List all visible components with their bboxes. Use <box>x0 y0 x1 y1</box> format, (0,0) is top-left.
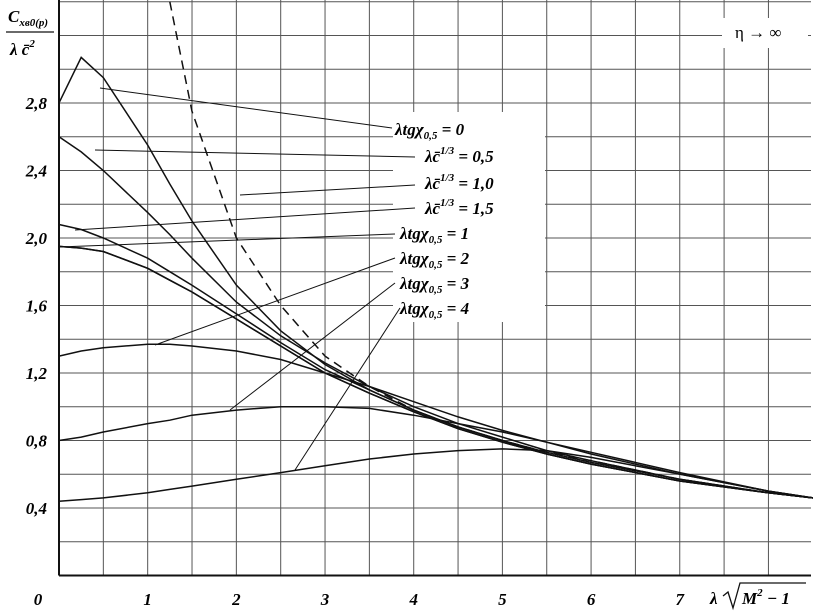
leader-line <box>99 87 393 129</box>
annotation-bg <box>722 18 808 48</box>
label-part: 1/3 <box>440 197 455 209</box>
leader-line <box>154 257 396 346</box>
legend-label: λc̄1/3 = 1,5 <box>424 197 494 218</box>
x-tick-label: 3 <box>320 590 330 609</box>
labels-bg <box>393 112 545 322</box>
label-part: λc̄ <box>424 199 441 218</box>
radical <box>722 582 806 611</box>
curve <box>58 343 813 499</box>
y-label: λ c̄2 <box>9 38 35 59</box>
label-part: λtgχ <box>394 120 425 139</box>
label-part: 1/3 <box>440 145 455 157</box>
y-tick-label: 2,4 <box>25 161 47 180</box>
label-part: xв0(p) <box>18 17 48 29</box>
x-tick-label: 7 <box>676 590 686 609</box>
x-label: λ <box>709 589 718 608</box>
label-part: λc̄ <box>424 174 441 193</box>
label-part: 2 <box>28 38 35 50</box>
y-tick-label: 0,4 <box>26 499 47 518</box>
legend-label: λtgχ0,5 = 2 <box>399 249 470 271</box>
curve <box>169 1 813 499</box>
label-part: 0,5 <box>429 309 443 321</box>
x-tick-label: 6 <box>587 590 596 609</box>
curve <box>58 245 813 499</box>
label-part: = 1,5 <box>454 199 494 218</box>
x-tick-label: 1 <box>143 590 152 609</box>
legend-label: λc̄1/3 = 0,5 <box>424 145 494 166</box>
label-part: = 0 <box>437 120 464 139</box>
label-part: = 4 <box>442 299 469 318</box>
y-tick-label: 2,8 <box>25 94 48 113</box>
x-tick-label: 2 <box>231 590 241 609</box>
label-part: = 3 <box>442 274 469 293</box>
leader-line <box>294 307 401 471</box>
leader-line <box>74 207 416 231</box>
y-tick-label: 0,8 <box>26 431 48 450</box>
label-part: λ c̄ <box>9 40 30 59</box>
y-tick-label: 2,0 <box>25 229 48 248</box>
annotation: η → ∞ <box>735 23 782 42</box>
label-part: λ <box>709 589 718 608</box>
label-part: = 1 <box>442 224 469 243</box>
legend-label: λc̄1/3 = 1,0 <box>424 172 494 193</box>
x-label: M2 − 1 <box>741 587 790 608</box>
label-part: 0,5 <box>429 284 443 296</box>
label-part: λtgχ <box>399 299 430 318</box>
legend-label: λtgχ0,5 = 0 <box>394 120 465 142</box>
label-bg <box>704 578 811 614</box>
legend-label: λtgχ0,5 = 4 <box>399 299 469 321</box>
curve <box>58 405 813 499</box>
y-label: Cxв0(p) <box>8 7 48 29</box>
label-part: 2 <box>756 587 763 599</box>
y-tick-label: 1,2 <box>26 364 48 383</box>
x-tick-label: 0 <box>34 590 43 609</box>
label-part: λtgχ <box>399 224 430 243</box>
label-part: = 0,5 <box>454 147 494 166</box>
label-part: − 1 <box>763 589 790 608</box>
leader-line <box>58 233 396 248</box>
label-part: C <box>8 7 20 26</box>
label-part: = 1,0 <box>454 174 494 193</box>
x-tick-label: 4 <box>408 590 418 609</box>
leader-line <box>239 184 416 196</box>
label-part: 0,5 <box>429 259 443 271</box>
legend-label: λtgχ0,5 = 1 <box>399 224 469 246</box>
label-part: λtgχ <box>399 274 430 293</box>
label-part: = 2 <box>442 249 469 268</box>
x-tick-label: 5 <box>498 590 507 609</box>
leader-line <box>229 282 396 411</box>
label-part: λtgχ <box>399 249 430 268</box>
leader-line <box>94 149 416 158</box>
legend-label: λtgχ0,5 = 3 <box>399 274 470 296</box>
label-part: 1/3 <box>440 172 455 184</box>
y-tick-label: 1,6 <box>26 296 48 315</box>
label-part: M <box>741 589 758 608</box>
curve <box>58 448 813 502</box>
label-part: 0,5 <box>429 234 443 246</box>
label-part: λc̄ <box>424 147 441 166</box>
label-part: 0,5 <box>424 130 438 142</box>
